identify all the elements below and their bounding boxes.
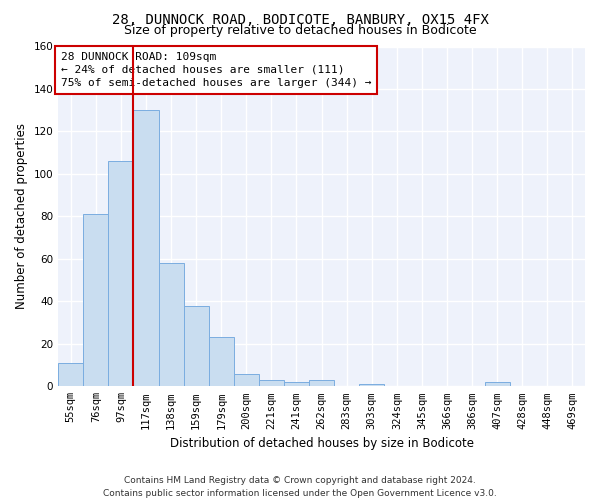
Bar (209, 338, 234, 386)
Bar (184, 306, 209, 386)
Bar (58, 363, 83, 386)
Bar (309, 380, 334, 386)
Text: 28 DUNNOCK ROAD: 109sqm
← 24% of detached houses are smaller (111)
75% of semi-d: 28 DUNNOCK ROAD: 109sqm ← 24% of detache… (61, 52, 371, 88)
Bar (359, 384, 385, 386)
Y-axis label: Number of detached properties: Number of detached properties (15, 124, 28, 310)
Text: 28, DUNNOCK ROAD, BODICOTE, BANBURY, OX15 4FX: 28, DUNNOCK ROAD, BODICOTE, BANBURY, OX1… (112, 12, 488, 26)
Bar (109, 161, 133, 386)
Bar (158, 263, 184, 386)
Bar (83, 214, 109, 386)
Bar (485, 382, 510, 386)
Bar (234, 374, 259, 386)
Bar (284, 382, 309, 386)
Text: Contains HM Land Registry data © Crown copyright and database right 2024.
Contai: Contains HM Land Registry data © Crown c… (103, 476, 497, 498)
Bar (259, 380, 284, 386)
Bar (133, 110, 158, 386)
X-axis label: Distribution of detached houses by size in Bodicote: Distribution of detached houses by size … (170, 437, 473, 450)
Text: Size of property relative to detached houses in Bodicote: Size of property relative to detached ho… (124, 24, 476, 37)
